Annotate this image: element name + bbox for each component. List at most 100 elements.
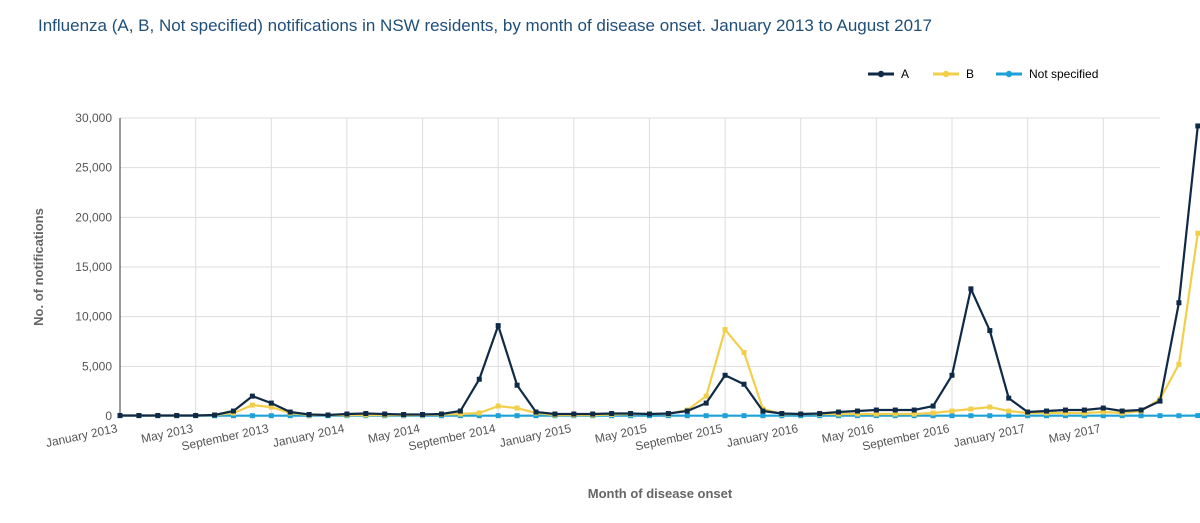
data-point-not-specified: [684, 413, 690, 419]
data-point-a: [306, 412, 312, 418]
legend-label: B: [966, 67, 974, 81]
data-point-b: [457, 411, 463, 417]
legend-item[interactable]: Not specified: [996, 67, 1098, 81]
data-point-a: [249, 393, 255, 399]
data-point-a: [741, 381, 747, 387]
data-point-a: [1119, 408, 1125, 414]
data-point-a: [193, 413, 199, 419]
data-point-a: [1176, 300, 1182, 306]
data-point-not-specified: [930, 413, 936, 419]
data-point-b: [1006, 408, 1012, 414]
y-tick-label: 30,000: [75, 111, 112, 125]
legend-item[interactable]: B: [933, 67, 974, 81]
data-point-b: [1100, 409, 1106, 415]
data-point-a: [798, 411, 804, 417]
data-point-b: [968, 406, 974, 412]
data-point-a: [420, 412, 426, 418]
data-point-not-specified: [514, 413, 520, 419]
data-point-a: [514, 382, 520, 388]
data-point-a: [571, 411, 577, 417]
x-tick-label: January 2014: [271, 421, 345, 450]
x-tick-label: September 2014: [407, 421, 497, 453]
data-point-not-specified: [495, 413, 501, 419]
data-point-a: [628, 411, 634, 417]
data-point-a: [854, 408, 860, 414]
data-point-not-specified: [476, 413, 482, 419]
x-tick-label: January 2017: [952, 421, 1026, 450]
data-point-a: [344, 411, 350, 417]
data-point-b: [703, 393, 709, 399]
data-point-a: [911, 407, 917, 413]
data-point-a: [684, 408, 690, 414]
data-point-not-specified: [533, 413, 539, 419]
data-point-a: [457, 408, 463, 414]
data-point-not-specified: [1100, 413, 1106, 419]
x-axis-title: Month of disease onset: [588, 486, 733, 501]
data-point-a: [552, 411, 558, 417]
data-point-a: [949, 372, 955, 378]
data-point-a: [609, 411, 615, 417]
data-point-a: [287, 409, 293, 415]
data-point-b: [1176, 361, 1182, 367]
data-point-a: [968, 286, 974, 292]
data-point-not-specified: [760, 413, 766, 419]
data-point-not-specified: [1119, 413, 1125, 419]
chart-title: Influenza (A, B, Not specified) notifica…: [38, 16, 932, 35]
data-point-b: [268, 404, 274, 410]
data-point-b: [892, 411, 898, 417]
data-point-a: [174, 413, 180, 419]
data-point-not-specified: [987, 413, 993, 419]
data-point-not-specified: [1006, 413, 1012, 419]
data-point-not-specified: [1157, 413, 1163, 419]
data-point-a: [117, 413, 123, 419]
data-point-a: [401, 412, 407, 418]
legend-marker: [877, 70, 885, 78]
data-point-not-specified: [741, 413, 747, 419]
data-point-not-specified: [968, 413, 974, 419]
data-point-a: [836, 409, 842, 415]
series-a: [117, 123, 1200, 419]
data-point-a: [590, 411, 596, 417]
x-tick-label: September 2015: [634, 421, 724, 453]
data-point-b: [722, 327, 728, 333]
data-point-a: [136, 413, 142, 419]
data-point-a: [646, 411, 652, 417]
x-tick-label: September 2016: [861, 421, 951, 453]
data-point-b: [1081, 410, 1087, 416]
data-point-not-specified: [1081, 413, 1087, 419]
legend[interactable]: A B Not specified: [868, 67, 1098, 81]
data-point-a: [1157, 398, 1163, 404]
data-point-a: [533, 409, 539, 415]
data-point-a: [779, 411, 785, 417]
data-point-a: [438, 411, 444, 417]
y-tick-label: 10,000: [75, 310, 112, 324]
grid-lines: [119, 117, 1160, 417]
x-tick-label: September 2013: [180, 421, 270, 453]
data-point-b: [949, 408, 955, 414]
data-point-not-specified: [287, 413, 293, 419]
data-point-a: [230, 408, 236, 414]
data-point-not-specified: [268, 413, 274, 419]
data-point-a: [1006, 395, 1012, 401]
data-point-a: [1025, 409, 1031, 415]
legend-label: Not specified: [1029, 67, 1098, 81]
data-point-not-specified: [703, 413, 709, 419]
y-axis-title: No. of notifications: [31, 208, 46, 326]
series-group: [117, 123, 1200, 419]
data-point-b: [741, 349, 747, 355]
data-point-a: [476, 376, 482, 382]
y-axis-ticks: 0 5,000 10,000 15,000 20,000 25,000 30,000: [75, 111, 112, 423]
legend-item[interactable]: A: [868, 67, 909, 81]
data-point-b: [1195, 230, 1200, 236]
data-point-not-specified: [249, 413, 255, 419]
legend-marker: [942, 70, 950, 78]
data-point-a: [892, 407, 898, 413]
data-point-a: [817, 411, 823, 417]
data-point-not-specified: [722, 413, 728, 419]
data-point-b: [930, 410, 936, 416]
data-point-b: [249, 402, 255, 408]
data-point-b: [873, 411, 879, 417]
data-point-a: [1138, 407, 1144, 413]
y-tick-label: 5,000: [82, 359, 112, 373]
